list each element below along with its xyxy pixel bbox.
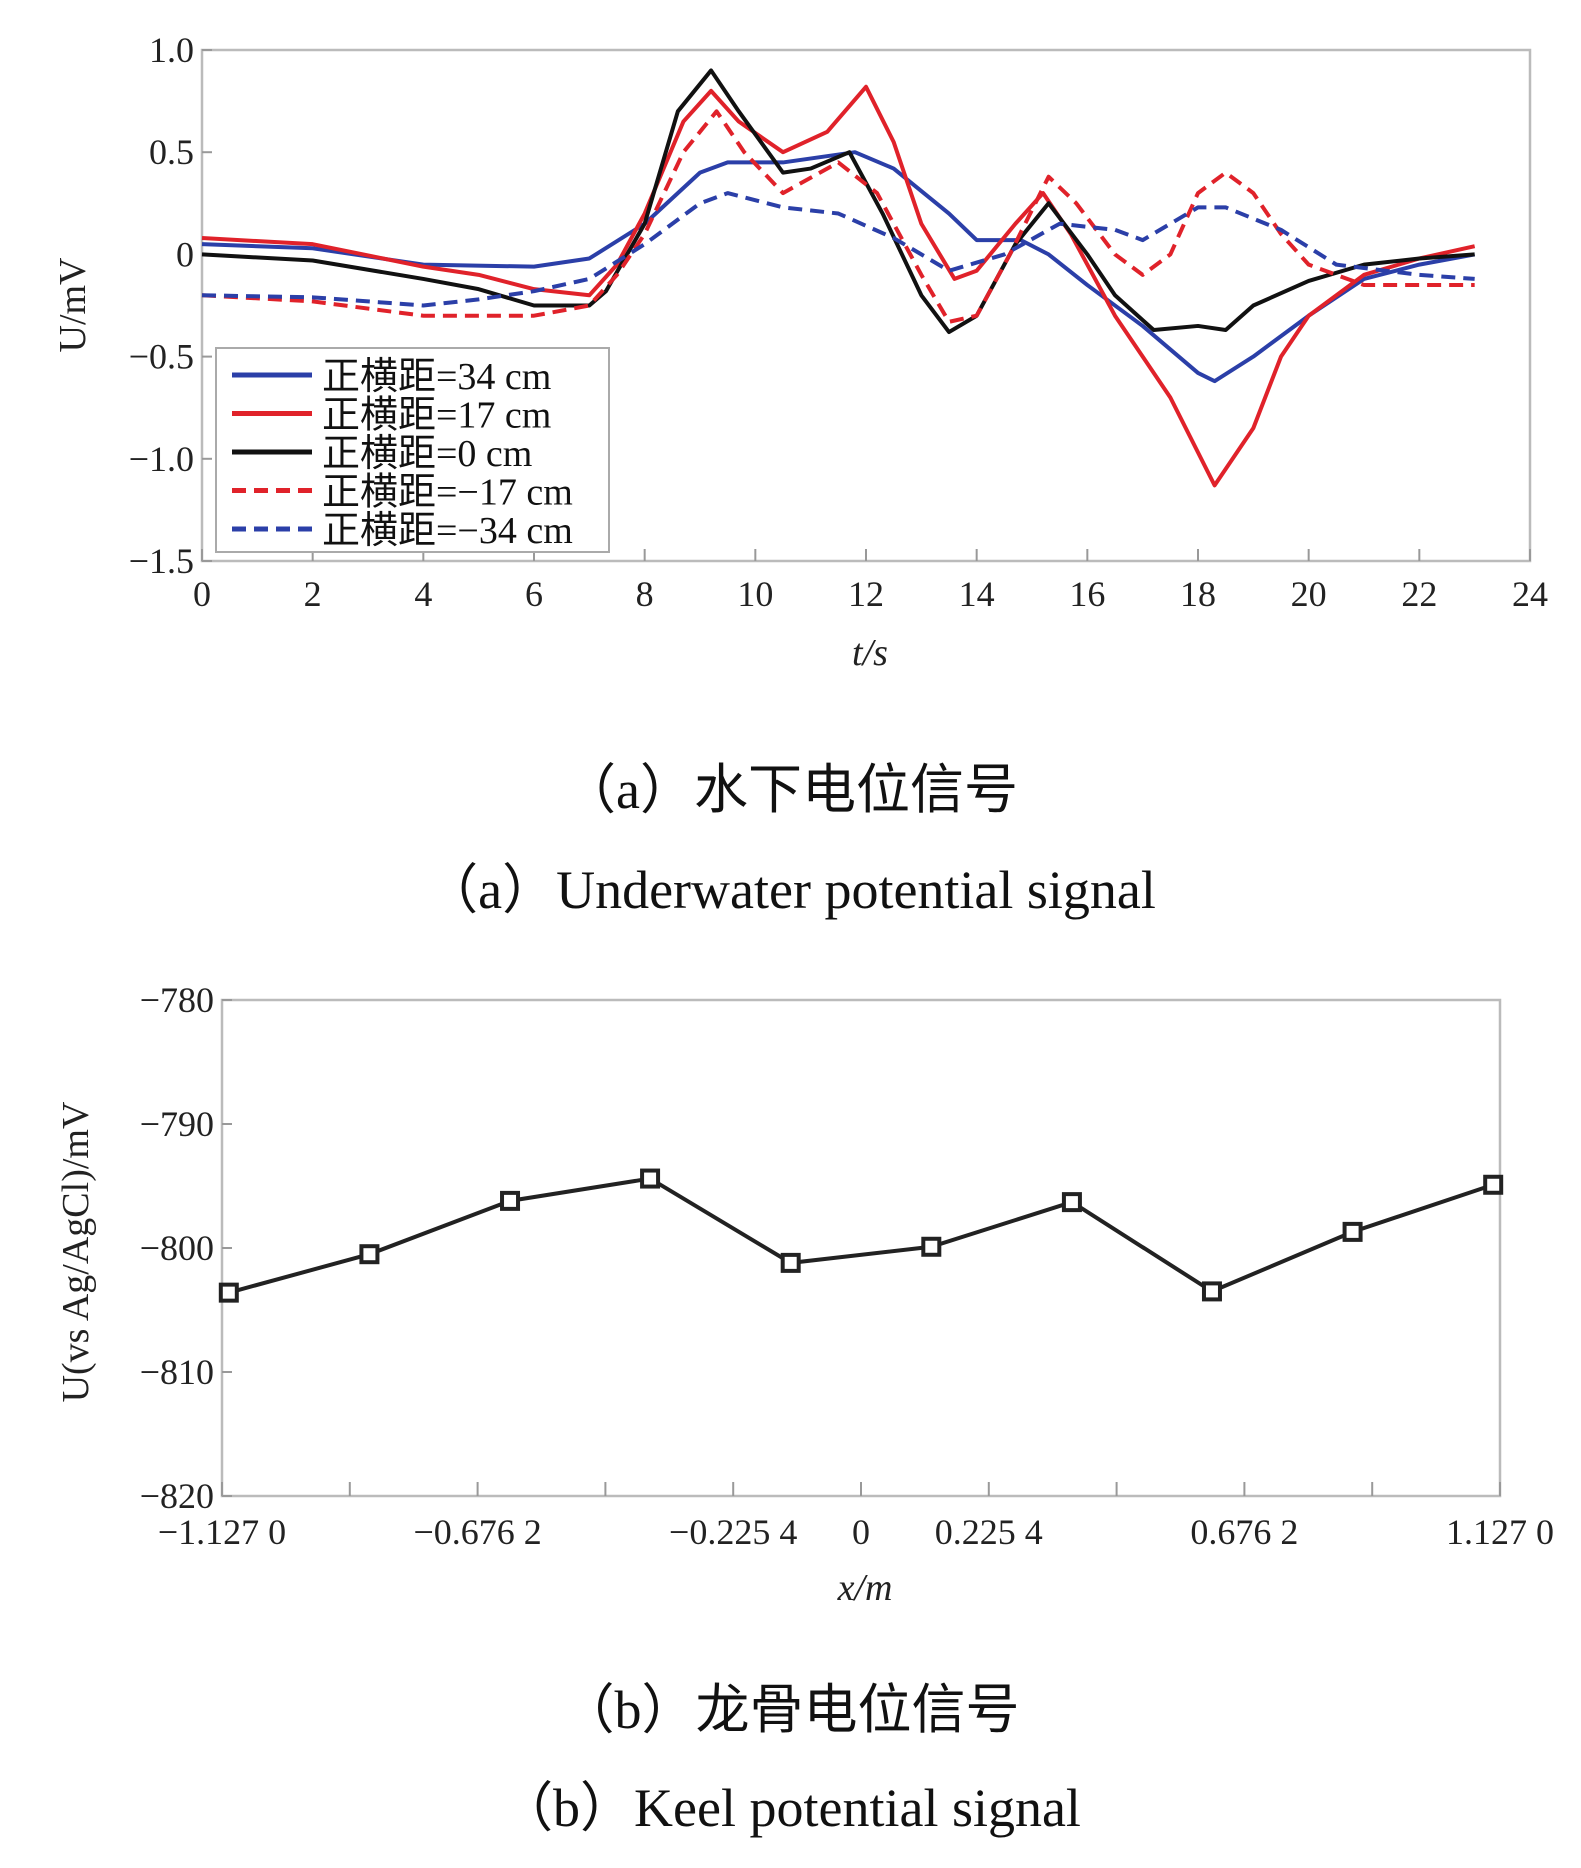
x-tick-label: 22 — [1401, 574, 1437, 614]
x-tick-label: 18 — [1180, 574, 1216, 614]
x-tick-label: 0 — [193, 574, 211, 614]
caption-b-cn: （b）龙骨电位信号 — [561, 1680, 1020, 1740]
x-tick-label: 0 — [852, 1512, 870, 1552]
chart-b: −1.127 0 −0.676 2 −0.225 4 0 0.225 4 0.676 2 1… — [55, 980, 1554, 1838]
caption-b-en: （b）Keel potential signal — [499, 1778, 1081, 1838]
y-tick-label: −1.0 — [129, 439, 194, 479]
series-line-0 — [228, 1176, 1494, 1295]
x-tick-label: 24 — [1512, 574, 1548, 614]
data-point-marker — [921, 1236, 942, 1257]
y-tick-label: 1.0 — [149, 30, 194, 70]
y-tick-label: −1.5 — [129, 541, 194, 581]
series-line-1 — [201, 84, 1476, 488]
y-tick-label: 0.5 — [149, 132, 194, 172]
x-axis-label: t/s — [852, 632, 888, 674]
legend-label-1: 正横距=17 cm — [322, 395, 551, 437]
y-tick-label: −790 — [140, 1104, 214, 1144]
y-tick-label: −820 — [140, 1476, 214, 1516]
y-axis-label: U/mV — [52, 257, 94, 353]
x-tick-label: 1.127 0 — [1446, 1512, 1554, 1552]
data-point-marker — [1061, 1192, 1082, 1213]
plot-frame — [220, 998, 1502, 1498]
x-tick-label: 20 — [1291, 574, 1327, 614]
y-tick-label: 0 — [176, 234, 194, 274]
legend-label-2: 正横距=0 cm — [322, 433, 532, 475]
x-tick-label: 4 — [414, 574, 432, 614]
x-tick-label: 12 — [848, 574, 884, 614]
series-line-0 — [201, 150, 1476, 384]
legend-label-4: 正横距=−34 cm — [322, 510, 573, 552]
series-line-4 — [201, 191, 1475, 308]
data-point-marker — [218, 1282, 239, 1303]
x-tick-label: −0.676 2 — [413, 1512, 541, 1552]
legend-label-0: 正横距=34 cm — [322, 356, 551, 398]
x-tick-label: 16 — [1069, 574, 1105, 614]
caption-a-cn: （a）水下电位信号 — [562, 760, 1018, 820]
y-axis-label: U(vs Ag/AgCl)/mV — [55, 1101, 97, 1402]
data-point-marker — [1201, 1281, 1222, 1302]
x-tick-label: 14 — [959, 574, 995, 614]
x-tick-label: 8 — [636, 574, 654, 614]
series-line-2 — [201, 68, 1475, 335]
data-point-marker — [500, 1190, 521, 1211]
y-tick-label: −810 — [140, 1352, 214, 1392]
y-tick-label: −780 — [140, 980, 214, 1020]
x-tick-label: 0.225 4 — [935, 1512, 1043, 1552]
series-line-3 — [201, 109, 1475, 324]
data-point-marker — [1483, 1174, 1504, 1195]
x-axis-label: x/m — [837, 1567, 893, 1609]
x-tick-label: 6 — [525, 574, 543, 614]
caption-a-en: （a）Underwater potential signal — [424, 860, 1156, 920]
data-point-marker — [640, 1168, 661, 1189]
x-tick-label: 0.676 2 — [1190, 1512, 1298, 1552]
y-tick-label: −0.5 — [129, 337, 194, 377]
data-point-marker — [1342, 1221, 1363, 1242]
x-tick-label: −1.127 0 — [158, 1512, 286, 1552]
legend-label-3: 正横距=−17 cm — [322, 472, 573, 514]
y-tick-label: −800 — [140, 1228, 214, 1268]
data-point-marker — [780, 1252, 801, 1273]
x-tick-label: 2 — [304, 574, 322, 614]
x-tick-label: 10 — [737, 574, 773, 614]
x-tick-label: −0.225 4 — [669, 1512, 797, 1552]
data-point-marker — [359, 1244, 380, 1265]
chart-a: 0 2 4 6 8 10 12 14 16 18 20 22 241.00.50−0.5−1.0−1.5… — [52, 30, 1548, 920]
